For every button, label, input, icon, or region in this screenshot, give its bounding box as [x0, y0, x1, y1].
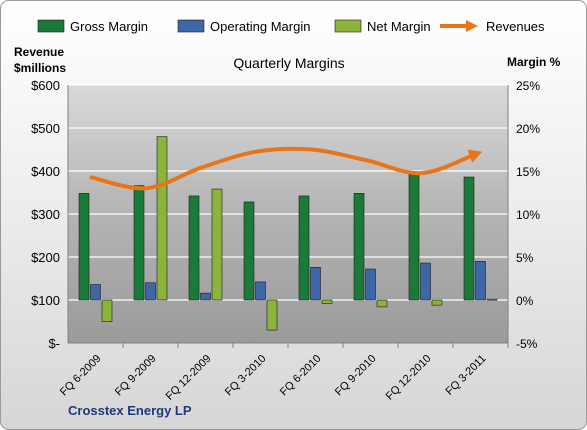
bar-gross-margin — [353, 193, 365, 301]
bar-operating-margin — [475, 260, 486, 301]
right-tick-label: 15% — [516, 165, 540, 179]
legend-label: Operating Margin — [210, 19, 310, 34]
left-axis-label-line1: Revenue — [14, 45, 64, 59]
left-axis-label-line2: $millions — [14, 61, 66, 75]
bar-net-margin — [321, 299, 333, 304]
left-tick-label: $300 — [31, 207, 60, 222]
bar-net-margin — [376, 299, 388, 308]
bar-gross-margin — [243, 201, 255, 301]
bars — [78, 136, 498, 331]
revenue-line-path — [89, 146, 479, 191]
legend-label: Revenues — [486, 19, 545, 34]
legend-swatch-operating-margin — [177, 19, 205, 33]
company-name: Crosstex Energy LP — [68, 403, 192, 418]
legend-swatch-net-margin — [334, 19, 362, 33]
legend-arrow-icon — [466, 20, 478, 32]
legend-swatch-gross-margin — [37, 19, 65, 33]
bar-gross-margin — [188, 195, 200, 301]
bar-gross-margin — [298, 195, 310, 301]
bar-net-margin — [156, 136, 168, 301]
left-tick-label: $- — [48, 336, 60, 351]
bar-net-margin — [266, 299, 278, 331]
bar-net-margin — [101, 299, 113, 322]
bar-gross-margin — [78, 193, 90, 301]
revenue-arrowhead — [467, 149, 483, 163]
bar-operating-margin — [420, 262, 431, 301]
left-tick-label: $400 — [31, 164, 60, 179]
bar-gross-margin — [408, 174, 420, 301]
left-tick-label: $600 — [31, 78, 60, 93]
bar-gross-margin — [133, 185, 145, 301]
gridlines — [68, 84, 508, 344]
legend-label: Net Margin — [367, 19, 431, 34]
bar-net-margin — [211, 188, 223, 301]
legend: Gross Margin Operating Margin Net Margin Re… — [37, 19, 545, 34]
legend-label: Gross Margin — [70, 19, 148, 34]
bar-operating-margin — [255, 281, 266, 301]
right-tick-label: 5% — [516, 251, 534, 265]
right-tick-label: 25% — [516, 79, 540, 93]
bar-operating-margin — [310, 267, 321, 301]
bar-net-margin — [486, 298, 498, 301]
right-tick-label: 0% — [516, 294, 534, 308]
left-tick-label: $200 — [31, 250, 60, 265]
left-tick-label: $100 — [31, 293, 60, 308]
revenue-line — [89, 146, 483, 191]
bar-net-margin — [431, 299, 443, 306]
bar-operating-margin — [145, 282, 156, 301]
chart-title: Quarterly Margins — [233, 55, 344, 71]
right-tick-label: -5% — [516, 337, 538, 351]
right-tick-label: 10% — [516, 208, 540, 222]
right-tick-label: 20% — [516, 122, 540, 136]
right-axis-label: Margin % — [507, 55, 561, 69]
bar-operating-margin — [365, 268, 376, 301]
left-tick-label: $500 — [31, 121, 60, 136]
bar-gross-margin — [463, 176, 475, 301]
bar-operating-margin — [200, 292, 211, 301]
bar-operating-margin — [90, 284, 101, 301]
